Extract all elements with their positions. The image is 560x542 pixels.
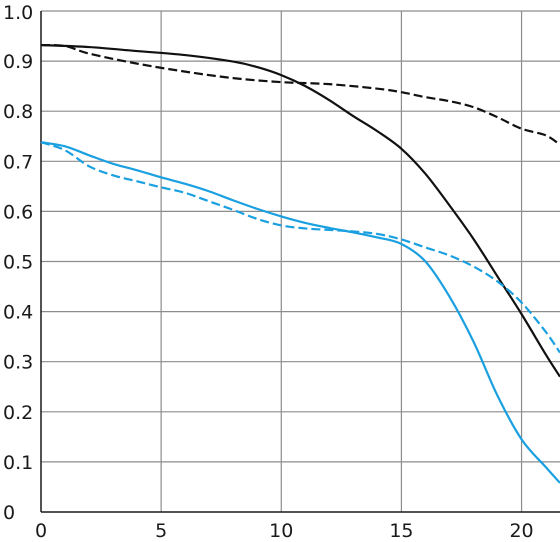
y-tick-label: 0.6: [3, 201, 33, 223]
y-tick-label: 0.3: [3, 352, 33, 374]
y-tick-label: 0.8: [3, 101, 33, 123]
series-line-2: [40, 43, 560, 146]
y-tick-label: 0.1: [3, 452, 33, 474]
x-tick-label: 0: [35, 520, 47, 542]
x-tick-label: 5: [155, 520, 167, 542]
axes: [40, 11, 560, 513]
tick-labels: 0 5 10 15 20 0 0.1 0.2 0.3 0.4 0.5 0.6 0.7 0.8 0.9 1.0: [3, 2, 534, 542]
y-tick-label: 0: [3, 502, 15, 524]
series-line-3: [40, 141, 560, 484]
grid: [41, 10, 560, 512]
y-tick-label: 0.4: [3, 302, 33, 324]
series-lines: [40, 43, 560, 484]
x-tick-label: 15: [389, 520, 413, 542]
y-tick-label: 0.9: [3, 51, 33, 73]
x-tick-label: 20: [509, 520, 533, 542]
series-line-1: [40, 43, 560, 378]
y-tick-label: 0.7: [3, 151, 33, 173]
y-tick-label: 0.5: [3, 252, 33, 274]
y-tick-label: 1.0: [3, 2, 33, 24]
x-tick-label: 10: [269, 520, 293, 542]
series-line-4: [40, 141, 560, 354]
y-tick-label: 0.2: [3, 402, 33, 424]
